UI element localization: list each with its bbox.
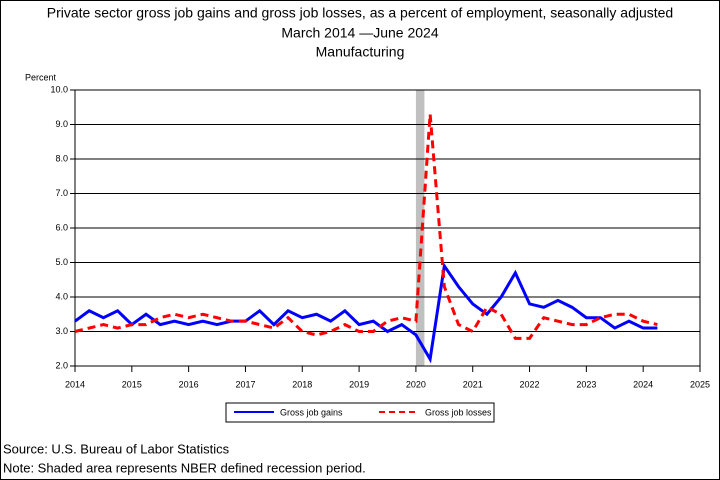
y-tick-label: 6.0: [55, 222, 68, 232]
x-tick-label: 2015: [122, 379, 142, 389]
y-tick-label: 9.0: [55, 119, 68, 129]
x-tick-label: 2014: [65, 379, 85, 389]
plot-border: [74, 89, 701, 367]
chart-subtitle: Manufacturing: [316, 44, 405, 60]
y-axis-label: Percent: [25, 72, 57, 82]
x-tick-label: 2025: [690, 379, 710, 389]
x-tick-label: 2022: [520, 379, 540, 389]
x-tick-label: 2021: [463, 379, 483, 389]
chart-title: Private sector gross job gains and gross…: [47, 5, 673, 21]
x-tick-label: 2024: [633, 379, 653, 389]
y-tick-label: 10.0: [50, 84, 68, 94]
series-line: [74, 114, 658, 340]
series-line: [74, 261, 658, 364]
x-tick-label: 2020: [406, 379, 426, 389]
legend-box: [225, 402, 495, 423]
x-tick-label: 2017: [235, 379, 255, 389]
x-tick-label: 2016: [179, 379, 199, 389]
y-tick-label: 7.0: [55, 188, 68, 198]
y-tick-label: 3.0: [55, 326, 68, 336]
note: Note: Shaded area represents NBER define…: [3, 460, 366, 475]
y-tick-label: 5.0: [55, 257, 68, 267]
x-tick-label: 2018: [292, 379, 312, 389]
x-tick-label: 2023: [576, 379, 596, 389]
x-tick-label: 2019: [349, 379, 369, 389]
y-tick-label: 8.0: [55, 153, 68, 163]
source: Source: U.S. Bureau of Labor Statistics: [3, 441, 230, 456]
y-tick-label: 2.0: [55, 360, 68, 370]
y-tick-label: 4.0: [55, 291, 68, 301]
chart-subtitle: March 2014 —June 2024: [281, 25, 438, 41]
legend-label: Gross job gains: [280, 407, 343, 417]
legend-label: Gross job losses: [425, 407, 492, 417]
